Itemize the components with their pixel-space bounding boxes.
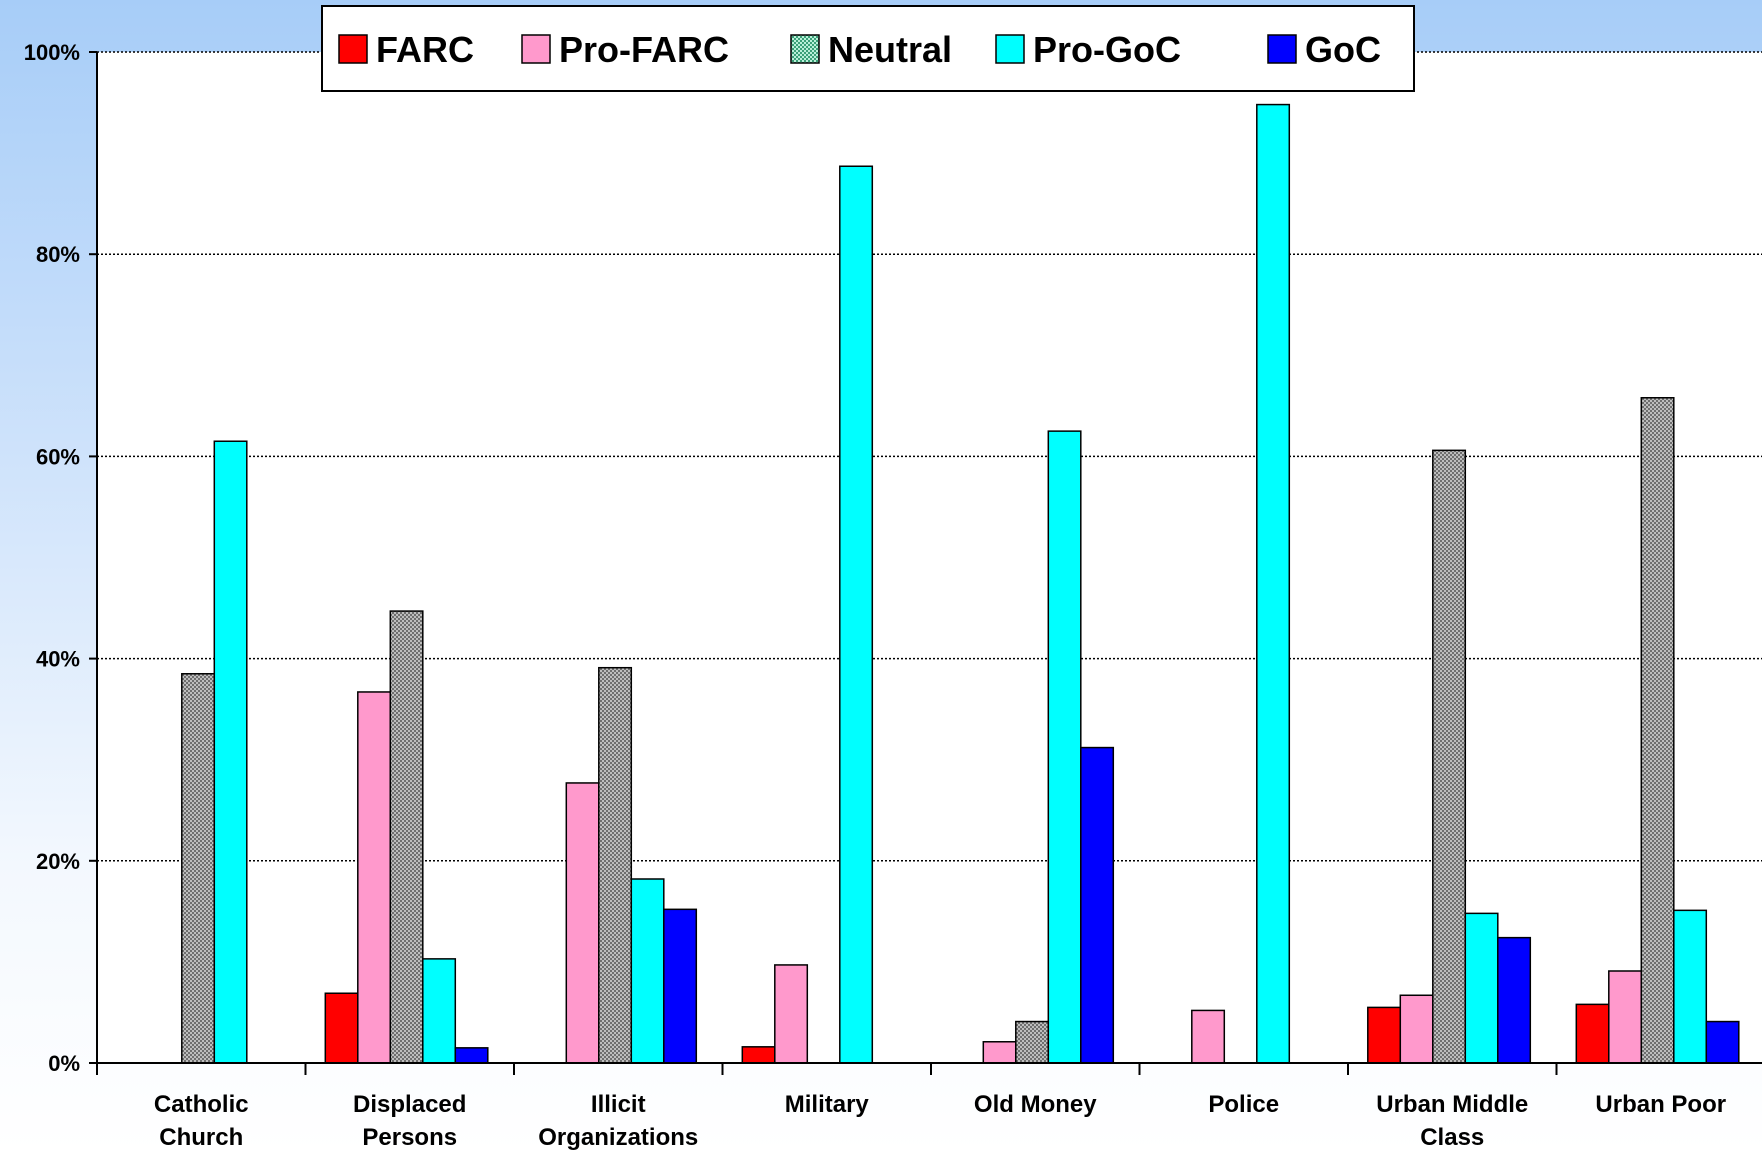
- y-tick-label: 100%: [24, 40, 80, 65]
- bar-farc-2: [324, 992, 359, 1064]
- bar-goc-8: [1705, 1020, 1740, 1064]
- bar-goc-7: [1497, 936, 1532, 1064]
- legend-box: [321, 5, 1415, 92]
- bar-neutral-5: [1015, 1020, 1050, 1064]
- bar-neutral-1: [181, 673, 216, 1064]
- x-category-label: Military: [785, 1091, 870, 1118]
- bar-neutral-7: [1432, 449, 1467, 1064]
- bar-pro-farc-2: [357, 691, 392, 1064]
- bar-neutral-2: [389, 610, 424, 1064]
- y-axis-tick-labels: 0% 20% 40% 60% 80% 100%: [24, 40, 80, 1076]
- bars: [181, 103, 1740, 1064]
- bar-pro-goc-1: [213, 440, 248, 1064]
- bar-goc-5: [1080, 746, 1115, 1064]
- x-category-label: Urban Middle Class: [1376, 1091, 1528, 1151]
- bar-pro-goc-8: [1673, 909, 1708, 1064]
- legend-label-neutral: Neutral: [828, 29, 952, 70]
- x-category-label: Police: [1208, 1091, 1279, 1118]
- bar-pro-farc-3: [565, 782, 600, 1064]
- bar-goc-2: [454, 1047, 489, 1064]
- x-category-label: Urban Poor: [1595, 1091, 1726, 1118]
- bar-pro-farc-8: [1608, 970, 1643, 1064]
- legend: FARC Pro-FARC Neutral Pro-GoC GoC: [321, 5, 1415, 92]
- bar-farc-7: [1367, 1006, 1402, 1064]
- bar-farc-8: [1575, 1003, 1610, 1064]
- y-tick-label: 80%: [36, 242, 80, 267]
- bar-farc-4: [741, 1046, 776, 1064]
- x-category-label: Illicit Organizations: [538, 1091, 698, 1151]
- x-category-label: Displaced Persons: [353, 1091, 466, 1151]
- y-tick-label: 20%: [36, 849, 80, 874]
- legend-swatch-pro-farc: [521, 34, 551, 64]
- bar-goc-3: [663, 908, 698, 1064]
- legend-swatch-neutral: [790, 34, 820, 64]
- bar-pro-farc-7: [1399, 994, 1434, 1064]
- legend-swatch-farc: [338, 34, 368, 64]
- y-tick-label: 0%: [48, 1051, 80, 1076]
- plot-area: [97, 52, 1762, 1063]
- bar-pro-farc-5: [982, 1041, 1017, 1064]
- bar-pro-goc-6: [1256, 103, 1291, 1064]
- bar-pro-goc-5: [1047, 430, 1082, 1064]
- bar-pro-goc-2: [422, 958, 457, 1064]
- bar-neutral-8: [1640, 397, 1675, 1064]
- legend-label-pro-goc: Pro-GoC: [1033, 29, 1181, 70]
- bar-neutral-3: [598, 666, 633, 1064]
- x-axis-category-labels: Catholic Church Displaced Persons Illicit Org…: [154, 1091, 1726, 1151]
- bar-pro-goc-3: [630, 878, 665, 1064]
- bar-pro-goc-7: [1464, 912, 1499, 1064]
- legend-swatch-goc: [1267, 34, 1297, 64]
- bar-pro-goc-4: [839, 165, 874, 1064]
- x-category-label: Old Money: [974, 1091, 1097, 1118]
- bar-pro-farc-6: [1191, 1009, 1226, 1064]
- y-tick-label: 40%: [36, 647, 80, 672]
- legend-label-goc: GoC: [1305, 29, 1381, 70]
- axes: [96, 52, 1762, 1075]
- bar-pro-farc-4: [774, 964, 809, 1064]
- legend-label-farc: FARC: [376, 29, 474, 70]
- y-tick-label: 60%: [36, 444, 80, 469]
- legend-label-pro-farc: Pro-FARC: [559, 29, 729, 70]
- x-category-label: Catholic Church: [154, 1091, 249, 1151]
- legend-swatch-pro-goc: [995, 34, 1025, 64]
